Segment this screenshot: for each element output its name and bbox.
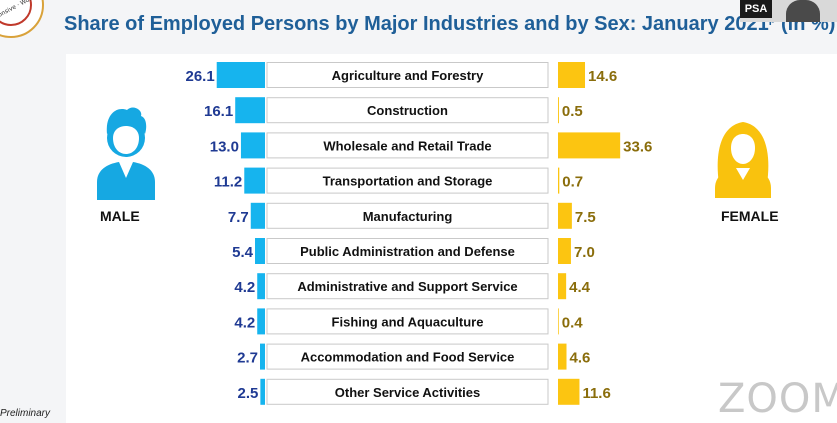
industry-label-box [266,378,549,405]
female-value-label: 4.6 [570,350,591,367]
industry-label: Manufacturing [363,209,453,224]
female-value-label: 0.5 [562,103,583,120]
male-value-label: 11.2 [214,174,242,191]
male-bar [260,343,265,370]
female-bar [558,273,567,300]
video-thumbnail[interactable]: PSA [740,0,837,22]
industry-label-box [266,238,549,264]
female-bar [558,378,580,405]
industry-label: Administrative and Support Service [297,279,517,294]
title-text: Share of Employed Persons by Major Indus… [64,13,769,35]
female-value-label: 7.0 [574,244,595,261]
female-value-label: 14.6 [588,68,617,85]
woman-icon [715,122,771,198]
industry-label: Other Service Activities [335,385,480,400]
industry-label: Fishing and Aquaculture [332,314,484,329]
male-bar [257,308,265,335]
industry-label: Agriculture and Forestry [332,68,484,83]
female-bar [558,62,586,88]
industry-label-box [266,62,549,88]
woman-icon-torso [715,168,771,198]
male-value-label: 5.4 [232,244,254,261]
female-bar [558,343,567,370]
female-bar [558,167,560,194]
woman-icon-face [731,134,755,164]
industry-label: Transportation and Storage [323,174,493,189]
page-title: Share of Employed Persons by Major Indus… [64,13,835,36]
zoom-watermark: ZOOM [718,376,837,422]
man-icon [97,107,155,200]
male-value-label: 13.0 [210,138,239,155]
industry-label-box [266,202,549,229]
man-icon-face [113,126,139,154]
male-bar [250,202,265,229]
participant-name-badge: PSA [740,0,772,18]
participant-silhouette [786,0,820,22]
man-icon-hair [106,107,147,134]
female-bar [558,238,571,264]
female-value-label: 4.4 [569,279,591,296]
industry-label: Wholesale and Retail Trade [323,138,491,153]
male-bar [260,378,265,405]
male-value-label: 2.7 [237,350,258,367]
male-bar [235,97,265,124]
industry-label: Construction [367,103,448,118]
male-bar [255,238,265,264]
industry-label-box [266,132,549,159]
footnote: Preliminary [0,408,51,419]
female-value-label: 0.7 [562,174,583,191]
male-value-label: 4.2 [234,279,255,296]
female-value-label: 0.4 [562,314,584,331]
male-bar [216,62,265,88]
employment-chart: Agriculture and Forestry 26.1 14.6 Construc… [97,62,771,405]
male-value-label: 4.2 [234,314,255,331]
industry-label-box [266,97,549,124]
male-bar [240,132,265,159]
male-bar [244,167,265,194]
chart-panel: Agriculture and Forestry 26.1 14.6 Construc… [66,54,837,423]
psa-logo: Responsive · World-cl [0,0,44,38]
industry-label-box [266,308,549,335]
male-value-label: 2.5 [238,385,259,402]
man-icon-collar [119,162,133,178]
male-bar [257,273,265,300]
female-label: FEMALE [721,208,779,224]
female-bar [558,308,559,335]
male-label: MALE [100,208,140,224]
industry-label-box [266,343,549,370]
female-bar [558,202,572,229]
female-value-label: 11.6 [582,385,610,402]
man-icon-torso [97,162,155,200]
female-bar [558,97,559,124]
male-value-label: 26.1 [186,68,215,85]
female-value-label: 33.6 [623,138,652,155]
male-value-label: 7.7 [228,209,249,226]
woman-icon-collar [736,168,750,180]
industry-label: Public Administration and Defense [300,244,515,259]
female-value-label: 7.5 [575,209,596,226]
industry-label: Accommodation and Food Service [301,350,515,365]
female-bar [558,132,621,159]
male-value-label: 16.1 [204,103,233,120]
industry-label-box [266,167,549,194]
industry-label-box [266,273,549,300]
